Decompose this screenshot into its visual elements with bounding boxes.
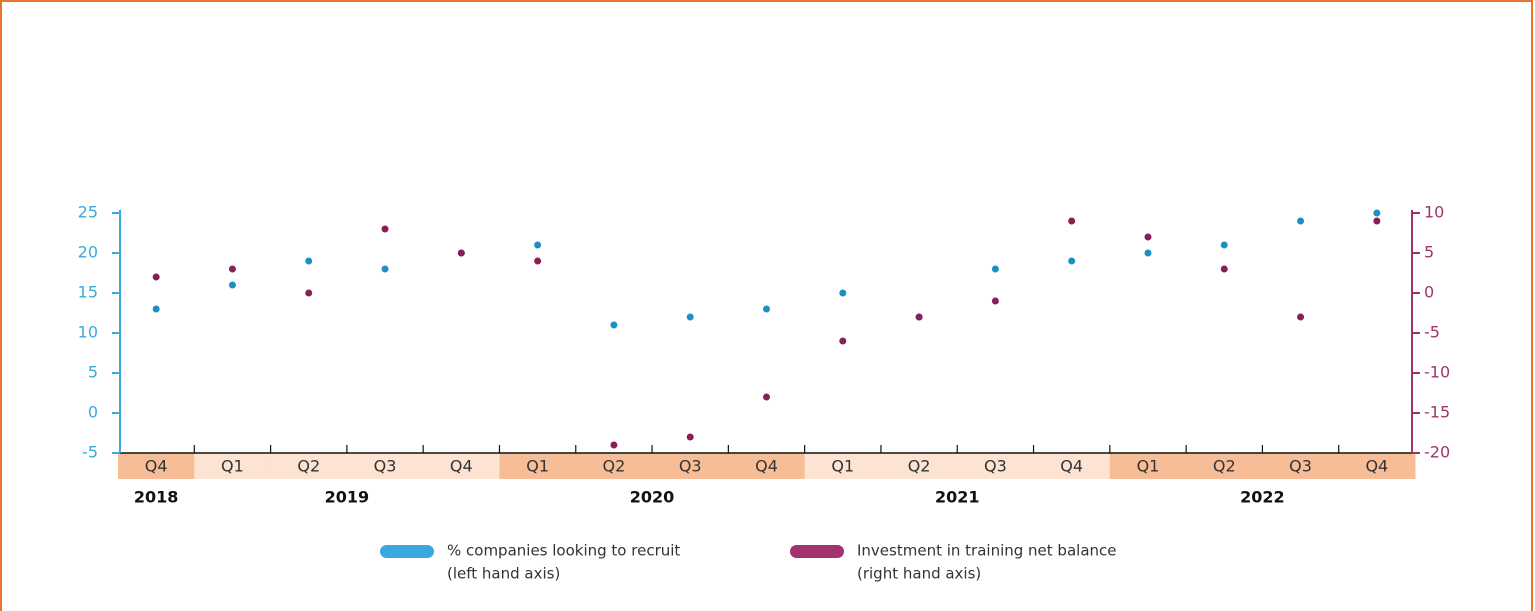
y-tick-label: 20 [78,243,98,262]
data-point [610,441,618,449]
y2-tick-label: -15 [1424,403,1450,422]
category-band [118,453,195,479]
legend-swatch [790,545,844,558]
x-tick-label: Q3 [984,457,1007,476]
data-point [1068,257,1076,265]
category-band [1338,453,1416,479]
category-band [575,453,653,479]
y-tick-label: 15 [78,283,98,302]
x-tick-label: Q3 [679,457,702,476]
y2-tick-label: -20 [1424,443,1450,462]
x-tick-label: Q3 [1289,457,1312,476]
data-point [381,225,389,233]
y-tick-label: 0 [88,403,98,422]
data-point [1373,209,1381,217]
year-label: 2022 [1240,488,1285,507]
category-band [1262,453,1340,479]
data-point [534,241,542,249]
category-band [194,453,272,479]
y-tick-label: 5 [88,363,98,382]
data-point [915,313,923,321]
data-point [534,257,542,265]
y-tick-label: -5 [82,443,98,462]
category-band [728,453,806,479]
x-tick-label: Q3 [374,457,397,476]
y2-tick-label: 10 [1424,203,1444,222]
data-point [610,321,618,329]
x-tick-label: Q4 [450,457,473,476]
y2-tick-label: -5 [1424,323,1440,342]
data-point [305,257,313,265]
data-point [839,289,847,297]
year-label: 2020 [630,488,675,507]
category-band [1186,453,1263,479]
legend-note: (left hand axis) [447,565,560,583]
data-point [228,281,236,289]
data-point [1220,265,1228,273]
x-tick-label: Q4 [145,457,168,476]
x-tick-label: Q2 [1213,457,1236,476]
data-point [1373,217,1381,225]
x-tick-label: Q1 [221,457,244,476]
data-point [1068,217,1076,225]
category-band [804,453,882,479]
data-point [305,289,313,297]
x-tick-label: Q2 [908,457,931,476]
data-point [152,305,160,313]
x-tick-label: Q4 [1060,457,1083,476]
category-band [652,453,729,479]
x-tick-label: Q4 [1365,457,1388,476]
category-band [1109,453,1187,479]
data-point [991,265,999,273]
legend-label: % companies looking to recruit [447,542,680,560]
x-tick-label: Q2 [603,457,626,476]
y2-tick-label: 5 [1424,243,1434,262]
x-tick-label: Q1 [1137,457,1160,476]
category-band [880,453,958,479]
x-tick-label: Q4 [755,457,778,476]
data-point [228,265,236,273]
x-tick-label: Q1 [526,457,549,476]
legend-note: (right hand axis) [857,565,981,583]
category-band [346,453,424,479]
data-point [763,393,770,401]
legend-label: Investment in training net balance [857,542,1117,560]
legend-swatch [380,545,434,558]
data-point [457,249,465,257]
data-point [1144,249,1152,257]
data-point [839,337,847,345]
x-tick-label: Q1 [831,457,854,476]
category-band [423,453,500,479]
data-point [1297,313,1305,321]
y-tick-label: 10 [78,323,98,342]
year-label: 2018 [134,488,179,507]
category-band [1033,453,1111,479]
x-tick-label: Q2 [297,457,320,476]
data-point [381,265,389,273]
data-point [686,433,694,441]
data-point [152,273,160,281]
data-point [1144,233,1152,241]
y-tick-label: 25 [78,203,98,222]
year-label: 2021 [935,488,980,507]
data-point [686,313,694,321]
category-band [957,453,1035,479]
category-band [270,453,348,479]
category-band [499,453,577,479]
year-label: 2019 [325,488,370,507]
data-point [1220,241,1228,249]
y2-tick-label: -10 [1424,363,1450,382]
y2-tick-label: 0 [1424,283,1434,302]
data-point [763,305,770,313]
data-point [1297,217,1305,225]
data-point [991,297,999,305]
